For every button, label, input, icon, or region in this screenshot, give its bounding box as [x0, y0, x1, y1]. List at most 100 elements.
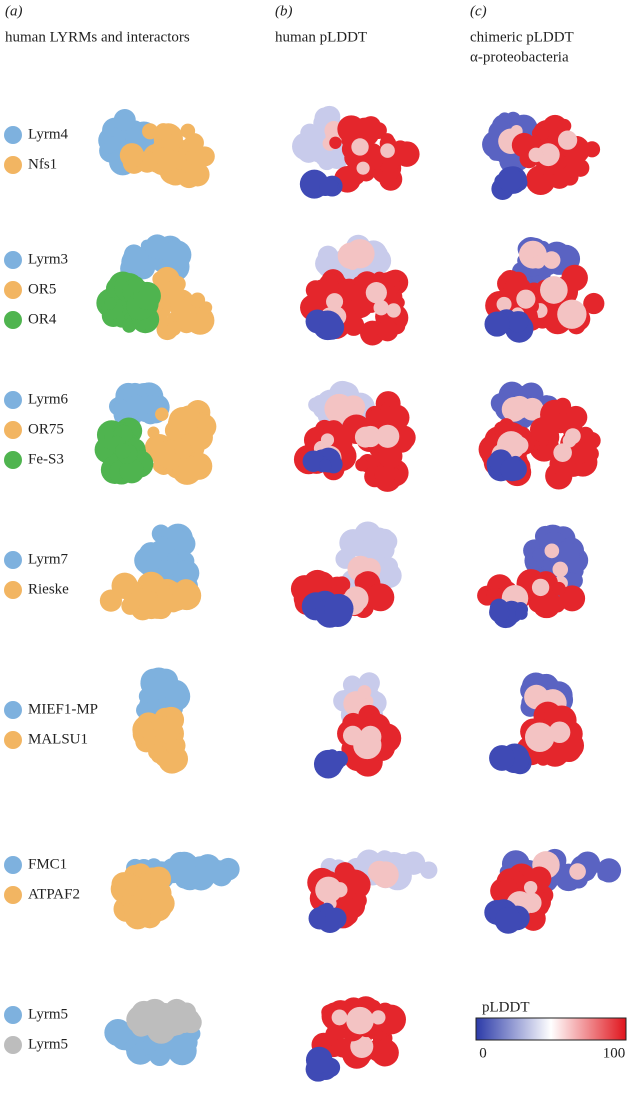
- structure-blob: [542, 251, 561, 269]
- structure-blob: [500, 457, 524, 482]
- structure-blob: [114, 443, 131, 459]
- structure-blob: [320, 433, 335, 447]
- structure-blob: [155, 407, 169, 421]
- legend-dot: [4, 421, 22, 439]
- structure-blob: [122, 246, 149, 273]
- structure-blob: [376, 319, 399, 342]
- structure: [99, 523, 202, 621]
- structure-blob: [104, 297, 117, 310]
- legend-label: Lyrm3: [28, 251, 68, 267]
- legend-label: Lyrm5: [28, 1006, 68, 1022]
- structure-blob: [319, 459, 332, 472]
- legend-dot: [4, 1036, 22, 1054]
- panel-title: human LYRMs and interactors: [5, 29, 190, 45]
- structure-blob: [148, 676, 172, 700]
- structure-blob: [324, 393, 355, 424]
- legend-label: MALSU1: [28, 731, 88, 747]
- structure-blob: [128, 276, 145, 293]
- structure-blob: [583, 141, 601, 158]
- legend-dot: [4, 281, 22, 299]
- panel-title: α-proteobacteria: [470, 49, 569, 65]
- structure-blob: [383, 404, 410, 431]
- structure-blob: [113, 109, 136, 131]
- structure-blob: [176, 1002, 197, 1022]
- structure: [293, 380, 416, 492]
- structure-blob: [189, 292, 206, 308]
- panel-label: (c): [470, 3, 487, 19]
- structure-blob: [420, 861, 438, 879]
- structure-blob: [531, 578, 550, 597]
- structure-blob: [141, 998, 169, 1026]
- structure-blob: [380, 143, 395, 158]
- structure-blob: [515, 607, 528, 620]
- structure-blob: [509, 271, 528, 290]
- structure-blob: [331, 1009, 348, 1026]
- legend-dot: [4, 1006, 22, 1024]
- legend-dot: [4, 551, 22, 569]
- structure-blob: [166, 321, 182, 336]
- structure-blob: [167, 551, 180, 565]
- structure-blob: [99, 589, 123, 612]
- structure-blob: [356, 161, 370, 175]
- legend-dot: [4, 451, 22, 469]
- structure-blob: [334, 862, 356, 883]
- structure-blob: [326, 293, 344, 311]
- structure-blob: [345, 239, 375, 269]
- structure: [489, 672, 585, 775]
- structure-blob: [557, 118, 572, 133]
- structure: [290, 521, 402, 628]
- structure-blob: [329, 136, 342, 149]
- structure: [313, 672, 402, 779]
- structure-blob: [568, 441, 591, 464]
- structure-blob: [353, 730, 382, 760]
- structure-blob: [305, 280, 326, 300]
- structure-blob: [142, 395, 162, 415]
- structure-blob: [494, 907, 522, 934]
- structure: [98, 109, 215, 189]
- structure-blob: [386, 303, 401, 318]
- structure-blob: [520, 397, 544, 421]
- legend-dot: [4, 731, 22, 749]
- structure-blob: [571, 158, 590, 177]
- structure-blob: [539, 596, 556, 613]
- structure-blob: [148, 744, 164, 761]
- structure-blob: [484, 311, 510, 337]
- structure-blob: [324, 278, 339, 294]
- legend-label: Nfs1: [28, 156, 57, 172]
- structure-blob: [516, 289, 536, 309]
- structure-blob: [552, 561, 569, 578]
- structure-blob: [174, 441, 193, 460]
- structure: [307, 849, 438, 934]
- structure-blob: [533, 730, 553, 750]
- structure: [300, 234, 409, 346]
- structure-blob: [496, 296, 512, 312]
- legend-label: Rieske: [28, 581, 69, 597]
- structure-blob: [357, 685, 372, 699]
- structure-blob: [497, 166, 523, 192]
- structure-blob: [354, 572, 373, 592]
- legend-dot: [4, 886, 22, 904]
- structure-blob: [138, 720, 156, 739]
- structure-blob: [357, 541, 375, 559]
- structure-blob: [185, 162, 210, 187]
- structure-blob: [528, 147, 544, 163]
- structure-blob: [337, 115, 366, 144]
- structure-blob: [506, 311, 529, 333]
- structure-blob: [156, 148, 180, 172]
- structure-blob: [210, 864, 233, 887]
- structure-blob: [569, 863, 586, 880]
- structure-blob: [161, 240, 192, 270]
- structure-blob: [142, 123, 159, 140]
- structure-blob: [149, 596, 173, 620]
- structure: [94, 382, 217, 485]
- structure-blob: [523, 880, 538, 895]
- legend-dot: [4, 856, 22, 874]
- structure-blob: [377, 1038, 395, 1056]
- legend-label: Lyrm4: [28, 126, 68, 142]
- structure-blob: [104, 1019, 132, 1047]
- structure-blob: [372, 861, 399, 888]
- structure: [477, 524, 589, 629]
- structure-blob: [376, 424, 400, 448]
- structure-blob: [529, 417, 555, 443]
- structure-blob: [498, 877, 518, 897]
